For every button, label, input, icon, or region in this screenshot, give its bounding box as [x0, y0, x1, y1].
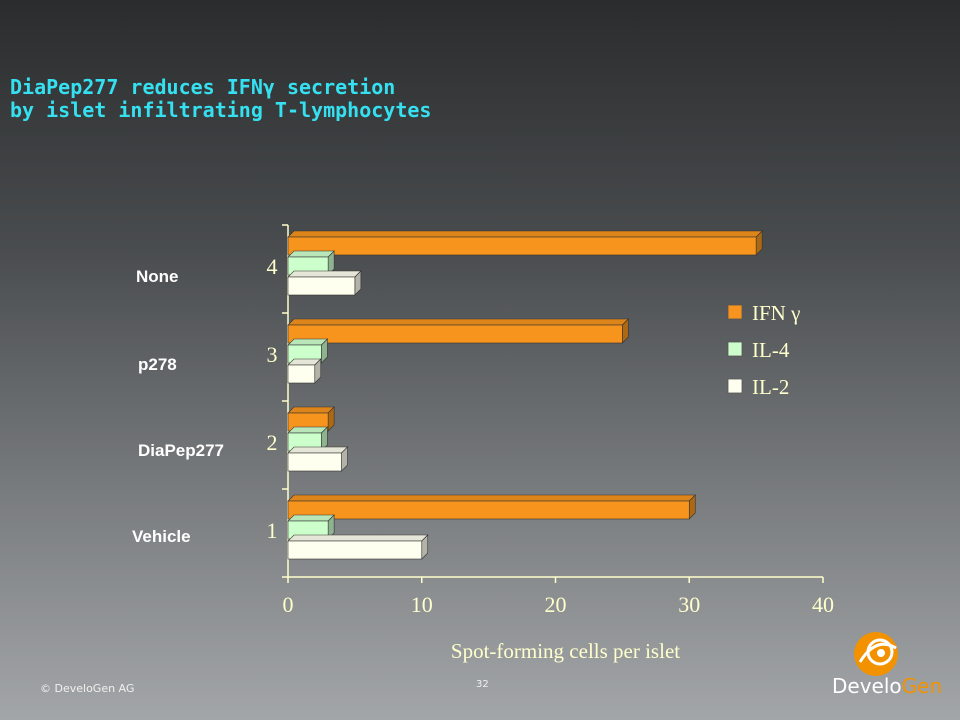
legend-swatch	[727, 341, 743, 357]
bars-group	[287, 230, 763, 560]
y-category-label: 2	[267, 430, 278, 455]
y-category-label: 1	[267, 518, 278, 543]
x-tick-labels: 0 10 20 30 40	[283, 592, 835, 617]
logo-text-part2: Gen	[901, 674, 943, 698]
bar	[287, 270, 362, 296]
x-tick-label: 30	[678, 592, 700, 617]
x-tick-label: 0	[283, 592, 294, 617]
group-label-vehicle: Vehicle	[132, 527, 191, 546]
logo-swirl-icon	[854, 632, 898, 676]
bar	[287, 358, 322, 384]
bar	[287, 230, 763, 256]
bar	[287, 250, 335, 276]
company-logo: DeveloGen	[826, 626, 956, 716]
bar	[287, 514, 335, 540]
bar	[287, 426, 329, 452]
legend-label: IFN γ	[752, 301, 800, 325]
page-number: 32	[476, 679, 489, 690]
group-label-diapep277: DiaPep277	[138, 441, 224, 460]
title-line-1: DiaPep277 reduces IFNγ secretion	[10, 75, 396, 99]
legend-swatch	[727, 378, 743, 394]
x-tick-label: 10	[411, 592, 433, 617]
axis-ticks	[282, 224, 824, 583]
legend-swatch	[727, 304, 743, 320]
title-line-2: by islet infiltrating T-lymphocytes	[10, 98, 432, 122]
bar	[287, 534, 429, 560]
bar	[287, 338, 329, 364]
legend-label: IL-2	[752, 375, 789, 399]
logo-text-part1: Develo	[832, 674, 902, 698]
copyright-text: © DeveloGen AG	[40, 682, 135, 695]
bar	[287, 494, 696, 520]
bar	[287, 446, 349, 472]
bar	[287, 318, 630, 344]
group-label-p278: p278	[138, 355, 177, 374]
y-category-label: 4	[267, 254, 278, 279]
x-tick-label: 20	[545, 592, 567, 617]
legend-label: IL-4	[752, 338, 790, 362]
y-category-label: 3	[267, 342, 278, 367]
category-labels: 4 3 2 1	[267, 254, 278, 543]
x-tick-label: 40	[812, 592, 834, 617]
slide-title: DiaPep277 reduces IFNγ secretion by isle…	[10, 76, 431, 122]
logo-text: DeveloGen	[832, 674, 942, 698]
legend: IFN γ IL-4 IL-2	[727, 301, 800, 399]
group-label-none: None	[136, 267, 179, 286]
x-axis-label: Spot-forming cells per islet	[451, 639, 680, 663]
